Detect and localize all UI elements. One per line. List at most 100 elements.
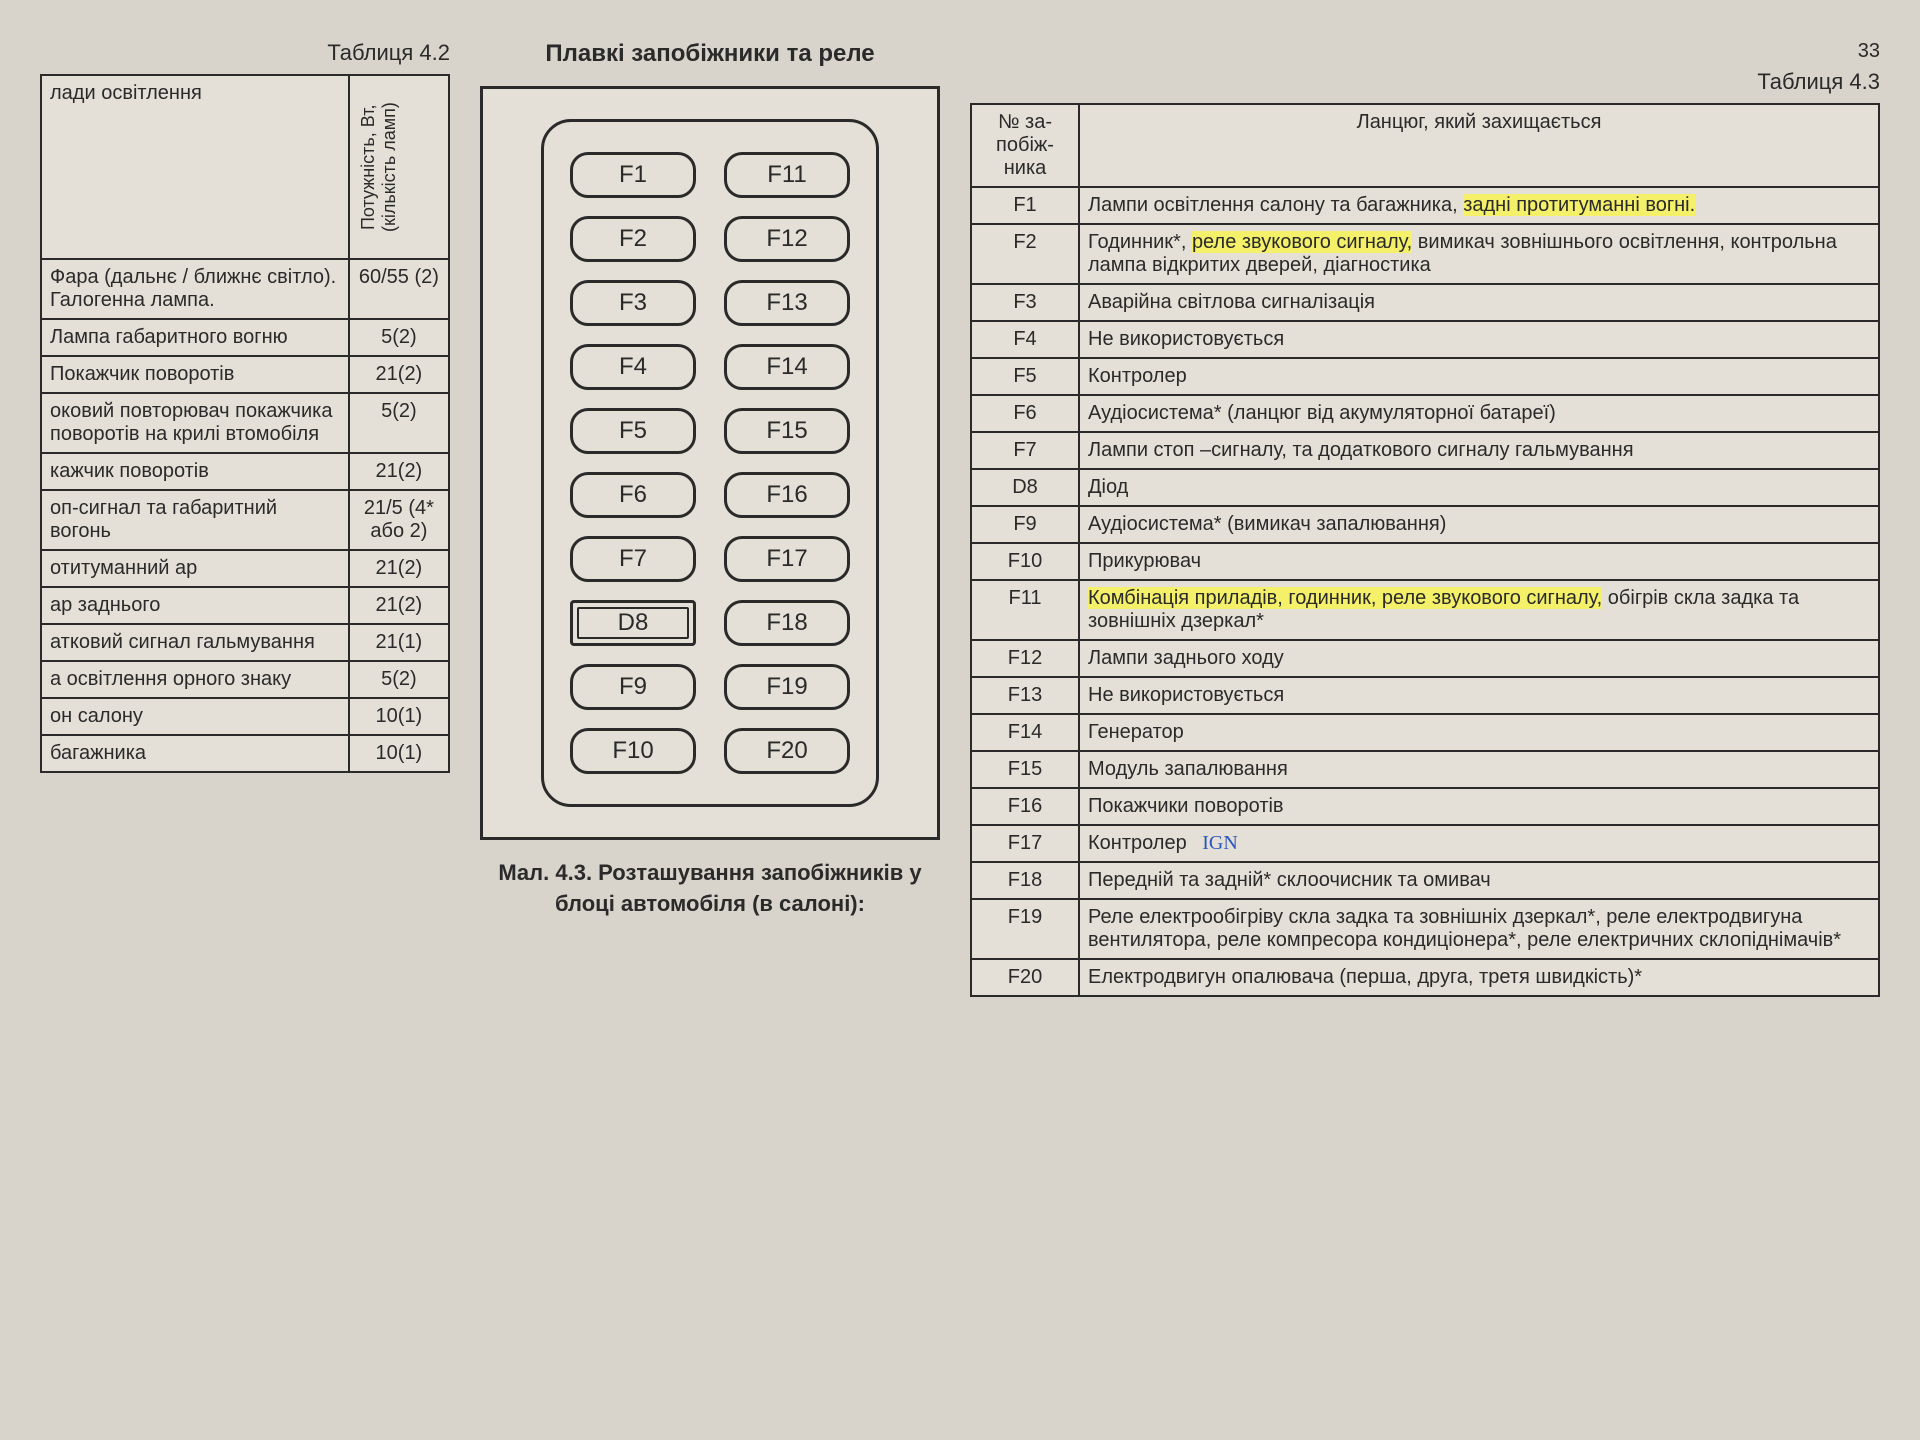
fuse-slot-f4: F4 — [570, 344, 696, 390]
table-row: F12Лампи заднього ходу — [971, 640, 1879, 677]
lighting-name: оп-сигнал та габаритний вогонь — [41, 490, 349, 550]
table-row: Покажчик поворотів21(2) — [41, 356, 449, 393]
table-row: F6Аудіосистема* (ланцюг від акумуляторно… — [971, 395, 1879, 432]
right-header-1: № за-побіж-ника — [971, 104, 1079, 187]
lighting-value: 21(2) — [349, 453, 449, 490]
lighting-name: Фара (дальнє / ближнє світло). Галогенна… — [41, 259, 349, 319]
fuse-slot-f9: F9 — [570, 664, 696, 710]
table-row: D8Діод — [971, 469, 1879, 506]
table-row: он салону10(1) — [41, 698, 449, 735]
fuse-slot-f2: F2 — [570, 216, 696, 262]
fuse-slot-f17: F17 — [724, 536, 850, 582]
fuse-circuit: Аудіосистема* (вимикач запалювання) — [1079, 506, 1879, 543]
left-column: Таблиця 4.2 лади освітлення Потужність, … — [40, 40, 450, 773]
fuse-slot-f7: F7 — [570, 536, 696, 582]
fuse-id: F6 — [971, 395, 1079, 432]
table-row: F3Аварійна світлова сигналізація — [971, 284, 1879, 321]
fuse-circuit: Аварійна світлова сигналізація — [1079, 284, 1879, 321]
lighting-table: лади освітлення Потужність, Вт, (кількіс… — [40, 74, 450, 773]
page-number: 33 — [970, 40, 1880, 63]
fuse-circuit: Не використовується — [1079, 677, 1879, 714]
fuse-circuit: Комбінація приладів, годинник, реле звук… — [1079, 580, 1879, 640]
table-row: F14Генератор — [971, 714, 1879, 751]
fuse-id: F10 — [971, 543, 1079, 580]
right-header-2: Ланцюг, який захищається — [1079, 104, 1879, 187]
fuse-circuit: Генератор — [1079, 714, 1879, 751]
lighting-value: 5(2) — [349, 661, 449, 698]
table-row: F2Годинник*, реле звукового сигналу, вим… — [971, 224, 1879, 284]
fuse-circuit: Покажчики поворотів — [1079, 788, 1879, 825]
table-row: F9Аудіосистема* (вимикач запалювання) — [971, 506, 1879, 543]
lighting-name: Лампа габаритного вогню — [41, 319, 349, 356]
table-row: F13Не використовується — [971, 677, 1879, 714]
fuse-circuit: Діод — [1079, 469, 1879, 506]
fuse-circuit: Лампи заднього ходу — [1079, 640, 1879, 677]
fuse-id: F20 — [971, 959, 1079, 996]
fuse-id: F19 — [971, 899, 1079, 959]
fuse-id: F12 — [971, 640, 1079, 677]
fuse-id: D8 — [971, 469, 1079, 506]
table-row: F4Не використовується — [971, 321, 1879, 358]
table-row: F16Покажчики поворотів — [971, 788, 1879, 825]
table-row: F20Електродвигун опалювача (перша, друга… — [971, 959, 1879, 996]
lighting-name: отитуманний ар — [41, 550, 349, 587]
table-row: F5Контролер — [971, 358, 1879, 395]
fuse-slot-f6: F6 — [570, 472, 696, 518]
fuse-id: F9 — [971, 506, 1079, 543]
fuse-id: F1 — [971, 187, 1079, 224]
table-row: ар заднього21(2) — [41, 587, 449, 624]
right-column: 33 Таблиця 4.3 № за-побіж-ника Ланцюг, я… — [970, 40, 1880, 997]
fuse-circuit-table: № за-побіж-ника Ланцюг, який захищається… — [970, 103, 1880, 997]
lighting-name: он салону — [41, 698, 349, 735]
fuse-circuit: Реле електрообігріву скла задка та зовні… — [1079, 899, 1879, 959]
fuse-slot-f19: F19 — [724, 664, 850, 710]
lighting-name: багажника — [41, 735, 349, 772]
table-row: багажника10(1) — [41, 735, 449, 772]
table-row: Фара (дальнє / ближнє світло). Галогенна… — [41, 259, 449, 319]
fuses-title: Плавкі запобіжники та реле — [480, 40, 940, 68]
fuse-id: F11 — [971, 580, 1079, 640]
fuse-circuit: Контролер IGN — [1079, 825, 1879, 862]
left-header-1: лади освітлення — [41, 75, 349, 259]
fusebox-diagram: F1F11F2F12F3F13F4F14F5F15F6F16F7F17D8F18… — [541, 119, 879, 807]
manual-page: Таблиця 4.2 лади освітлення Потужність, … — [40, 40, 1880, 997]
lighting-value: 5(2) — [349, 393, 449, 453]
fuse-slot-d8: D8 — [570, 600, 696, 646]
fuse-id: F15 — [971, 751, 1079, 788]
table-row: F19Реле електрообігріву скла задка та зо… — [971, 899, 1879, 959]
fuse-id: F5 — [971, 358, 1079, 395]
table-row: оковий повторювач покажчика поворотів на… — [41, 393, 449, 453]
table-row: а освітлення орного знаку5(2) — [41, 661, 449, 698]
fuse-id: F17 — [971, 825, 1079, 862]
lighting-name: оковий повторювач покажчика поворотів на… — [41, 393, 349, 453]
fuse-slot-f10: F10 — [570, 728, 696, 774]
figure-caption: Мал. 4.3. Розташування запобіжників у бл… — [480, 858, 940, 920]
fuse-id: F3 — [971, 284, 1079, 321]
lighting-name: ар заднього — [41, 587, 349, 624]
fuse-circuit: Передній та задній* склоочисник та омива… — [1079, 862, 1879, 899]
fuse-slot-f12: F12 — [724, 216, 850, 262]
fuse-circuit: Контролер — [1079, 358, 1879, 395]
table-4-2-label: Таблиця 4.2 — [40, 40, 450, 66]
lighting-name: кажчик поворотів — [41, 453, 349, 490]
fuse-circuit: Електродвигун опалювача (перша, друга, т… — [1079, 959, 1879, 996]
table-row: F18Передній та задній* склоочисник та ом… — [971, 862, 1879, 899]
fuse-circuit: Аудіосистема* (ланцюг від акумуляторної … — [1079, 395, 1879, 432]
lighting-value: 21/5 (4* або 2) — [349, 490, 449, 550]
table-4-3-label: Таблиця 4.3 — [970, 69, 1880, 95]
fuse-slot-f15: F15 — [724, 408, 850, 454]
table-row: атковий сигнал гальмування21(1) — [41, 624, 449, 661]
fuse-circuit: Прикурювач — [1079, 543, 1879, 580]
fuse-id: F18 — [971, 862, 1079, 899]
fuse-slot-f18: F18 — [724, 600, 850, 646]
table-row: отитуманний ар21(2) — [41, 550, 449, 587]
fuse-slot-f16: F16 — [724, 472, 850, 518]
table-row: F11Комбінація приладів, годинник, реле з… — [971, 580, 1879, 640]
lighting-value: 5(2) — [349, 319, 449, 356]
fuse-slot-f20: F20 — [724, 728, 850, 774]
fuse-circuit: Лампи стоп –сигналу, та додаткового сигн… — [1079, 432, 1879, 469]
lighting-value: 60/55 (2) — [349, 259, 449, 319]
fuse-circuit: Модуль запалювання — [1079, 751, 1879, 788]
lighting-name: а освітлення орного знаку — [41, 661, 349, 698]
table-row: F1Лампи освітлення салону та багажника, … — [971, 187, 1879, 224]
